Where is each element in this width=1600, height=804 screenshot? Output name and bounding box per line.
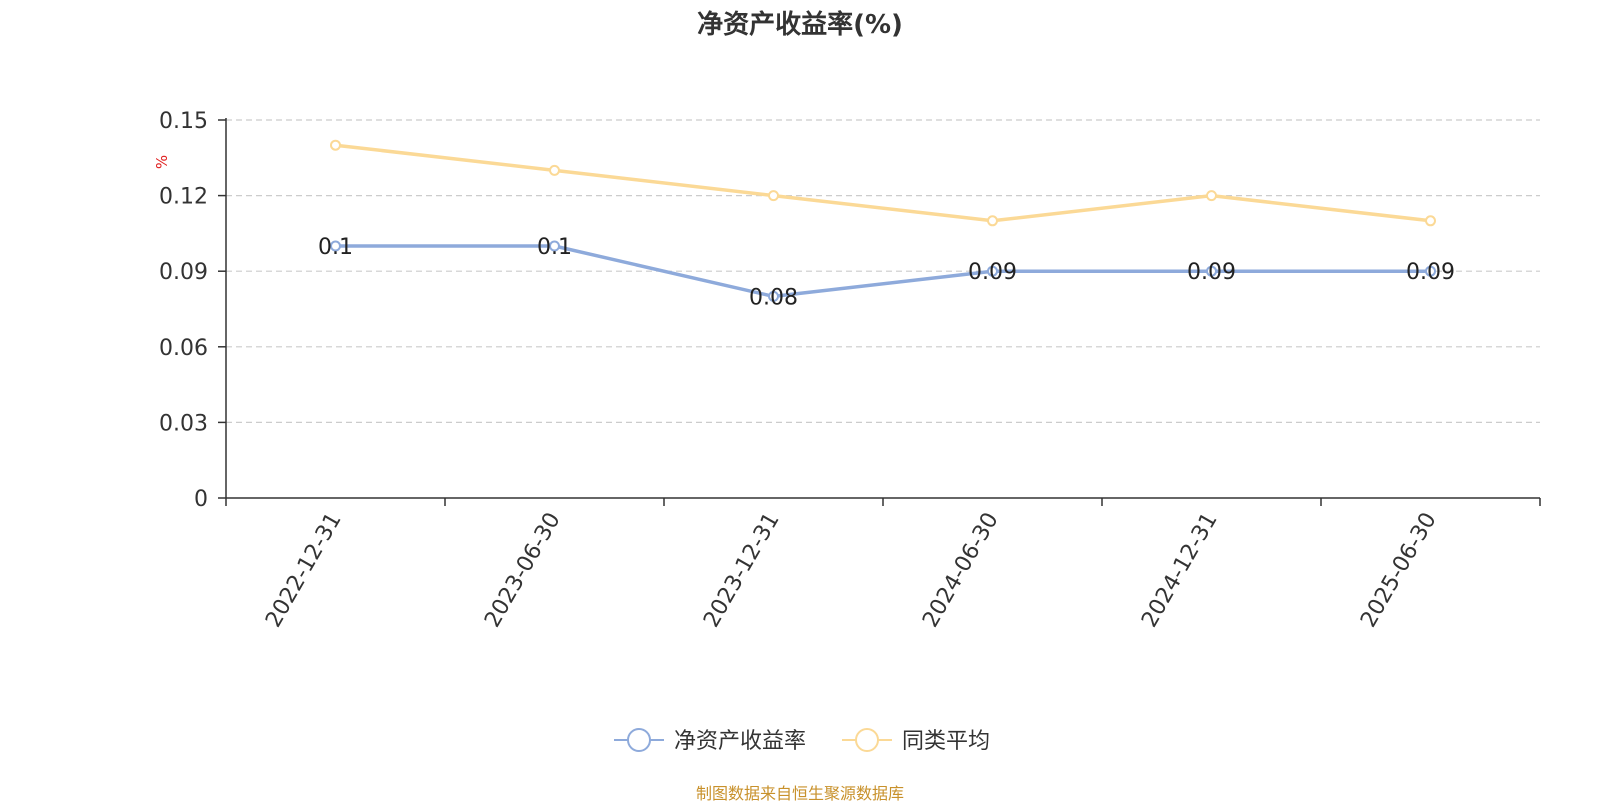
legend-item: 净资产收益率 (614, 728, 806, 754)
data-point (1425, 265, 1436, 277)
y-tick-label: 0.15 (159, 109, 208, 134)
data-label: 0.08 (749, 285, 798, 310)
x-tick-labels: 2022-12-31 2023-06-30 2023-12-31 2024-06-30… (261, 509, 1442, 632)
legend-item: 同类平均 (842, 728, 990, 754)
data-point (330, 240, 341, 252)
x-tick-label: 2024-06-30 (918, 509, 1004, 632)
source-note: 制图数据来自恒生聚源数据库 (695, 784, 904, 803)
legend-label: 净资产收益率 (674, 729, 806, 754)
y-tick-label: 0.06 (159, 336, 208, 361)
data-point (1425, 215, 1436, 227)
series-line (335, 143, 1431, 223)
data-label: 0.1 (537, 235, 572, 260)
data-label: 0.09 (1187, 260, 1236, 285)
axes: % (153, 118, 1541, 506)
series-line (335, 244, 1431, 299)
y-tick-label: 0.03 (159, 411, 208, 436)
x-tick-label: 2023-06-30 (480, 509, 566, 632)
series-group (330, 139, 1436, 302)
line-chart: % 0 0.03 0.06 0.09 0.12 0.15 2022-12-31 2023-0… (153, 109, 1541, 754)
data-label: 0.09 (968, 260, 1017, 285)
data-point (987, 265, 998, 277)
legend: 净资产收益率 同类平均 (614, 728, 990, 754)
data-point (1206, 265, 1217, 277)
y-tick-label: 0.12 (159, 185, 208, 210)
data-point (768, 190, 779, 202)
legend-label: 同类平均 (902, 729, 990, 754)
data-labels: 0.1 0.1 0.08 0.09 0.09 0.09 (318, 235, 1455, 310)
x-tick-label: 2025-06-30 (1356, 509, 1442, 632)
chart-title: 净资产收益率(%) (697, 10, 903, 40)
data-point (549, 164, 560, 176)
legend-circle-icon (627, 728, 651, 752)
x-tick-label: 2023-12-31 (699, 509, 785, 632)
y-tick-labels: 0 0.03 0.06 0.09 0.12 0.15 (159, 109, 208, 512)
data-label: 0.09 (1406, 260, 1455, 285)
data-point (768, 290, 779, 302)
data-point (1206, 190, 1217, 202)
x-tick-label: 2022-12-31 (261, 509, 347, 632)
y-tick-label: 0.09 (159, 260, 208, 285)
y-tick-label: 0 (194, 487, 208, 512)
legend-circle-icon (855, 728, 879, 752)
y-axis-label: % (153, 155, 171, 169)
data-point (330, 139, 341, 151)
data-label: 0.1 (318, 235, 353, 260)
x-tick-label: 2024-12-31 (1137, 509, 1223, 632)
data-point (549, 240, 560, 252)
data-point (987, 215, 998, 227)
